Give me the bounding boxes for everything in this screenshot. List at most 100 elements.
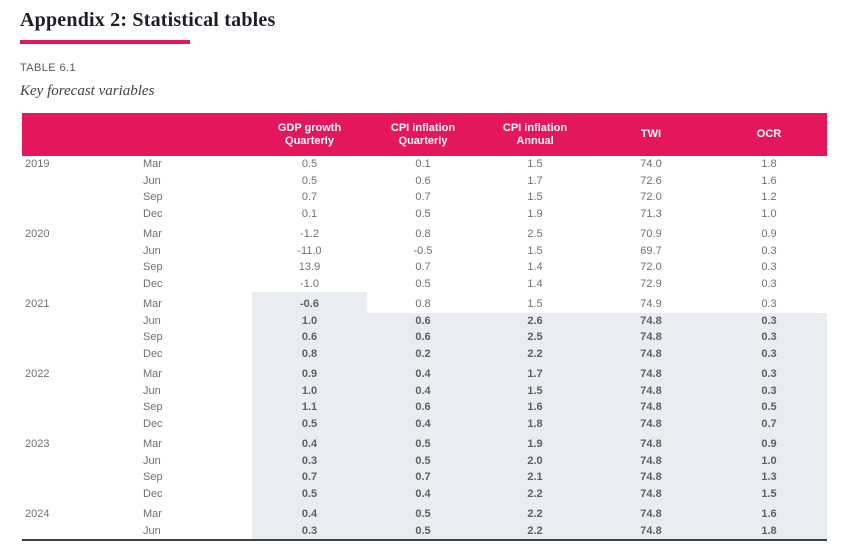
table-number-label: TABLE 6.1 bbox=[20, 62, 76, 74]
month-label: Dec bbox=[143, 417, 163, 430]
table-row: Jun 0.5 0.6 1.7 72.6 1.6 bbox=[22, 173, 827, 190]
cell-gdp: 0.7 bbox=[252, 469, 367, 486]
month-label: Dec bbox=[143, 277, 163, 290]
cell-cpi-quarterly: 0.8 bbox=[415, 228, 431, 240]
cell-cpi-annual: 1.6 bbox=[479, 399, 591, 416]
table-row: 2023 Mar 0.4 0.5 1.9 74.8 0.9 bbox=[22, 432, 827, 453]
cell-cpi-annual: 1.7 bbox=[479, 362, 591, 383]
cell-ocr: 0.3 bbox=[761, 244, 777, 257]
cell-gdp: 0.7 bbox=[301, 191, 318, 203]
cell-gdp: -0.6 bbox=[252, 292, 367, 313]
month-label: Sep bbox=[143, 331, 163, 343]
cell-cpi-quarterly: 0.4 bbox=[367, 362, 479, 383]
cell-twi: 74.8 bbox=[591, 485, 711, 502]
table-row: Jun 1.0 0.6 2.6 74.8 0.3 bbox=[22, 312, 827, 329]
cell-twi: 70.9 bbox=[640, 228, 662, 240]
cell-gdp: 0.8 bbox=[252, 345, 367, 362]
cell-cpi-quarterly: 0.4 bbox=[367, 382, 479, 399]
cell-cpi-annual: 2.1 bbox=[479, 469, 591, 486]
cell-cpi-annual: 1.5 bbox=[527, 158, 543, 170]
table-row: Jun 0.3 0.5 2.0 74.8 1.0 bbox=[22, 452, 827, 469]
table-row: 2020 Mar -1.2 0.8 2.5 70.9 0.9 bbox=[22, 222, 827, 243]
table-row: Jun -11.0 -0.5 1.5 69.7 0.3 bbox=[22, 243, 827, 260]
table-header: GDP growth Quarterly CPI inflation Quart… bbox=[22, 113, 827, 156]
cell-cpi-quarterly: 0.4 bbox=[367, 415, 479, 432]
cell-cpi-annual: 1.9 bbox=[479, 432, 591, 453]
month-label: Mar bbox=[143, 228, 162, 240]
cell-ocr: 0.3 bbox=[711, 329, 827, 346]
cell-gdp: 0.9 bbox=[252, 362, 367, 383]
month-label: Sep bbox=[143, 191, 163, 203]
month-label: Mar bbox=[143, 438, 162, 450]
cell-cpi-quarterly: 0.5 bbox=[367, 522, 479, 540]
cell-cpi-annual: 1.5 bbox=[527, 298, 543, 310]
cell-twi: 74.8 bbox=[591, 469, 711, 486]
cell-cpi-annual: 2.2 bbox=[479, 502, 591, 523]
cell-cpi-quarterly: 0.4 bbox=[367, 485, 479, 502]
cell-cpi-annual: 1.4 bbox=[527, 261, 543, 273]
cell-twi: 74.8 bbox=[591, 362, 711, 383]
cell-cpi-annual: 2.2 bbox=[479, 485, 591, 502]
month-label: Mar bbox=[143, 508, 162, 520]
cell-gdp: 0.4 bbox=[252, 502, 367, 523]
cell-cpi-quarterly: 0.6 bbox=[367, 312, 479, 329]
table-row: Sep 0.7 0.7 2.1 74.8 1.3 bbox=[22, 469, 827, 486]
cell-cpi-quarterly: 0.7 bbox=[367, 469, 479, 486]
cell-ocr: 1.0 bbox=[711, 452, 827, 469]
month-label: Jun bbox=[143, 174, 161, 187]
cell-gdp: -11.0 bbox=[297, 244, 322, 257]
cell-ocr: 0.9 bbox=[711, 432, 827, 453]
table-row: Sep 1.1 0.6 1.6 74.8 0.5 bbox=[22, 399, 827, 416]
cell-gdp: 0.3 bbox=[252, 452, 367, 469]
year-label: 2024 bbox=[25, 508, 50, 520]
header-month-spacer bbox=[140, 113, 252, 156]
cell-cpi-quarterly: -0.5 bbox=[413, 244, 433, 257]
cell-cpi-quarterly: 0.7 bbox=[415, 261, 431, 273]
cell-twi: 74.9 bbox=[640, 298, 662, 310]
cell-gdp: -1.0 bbox=[300, 277, 319, 290]
cell-ocr: 1.6 bbox=[711, 502, 827, 523]
cell-cpi-annual: 2.0 bbox=[479, 452, 591, 469]
header-cpi-quarterly: CPI inflation Quarterly bbox=[367, 113, 479, 156]
forecast-table: GDP growth Quarterly CPI inflation Quart… bbox=[22, 113, 827, 541]
cell-gdp: 0.3 bbox=[252, 522, 367, 540]
month-label: Sep bbox=[143, 401, 163, 413]
cell-ocr: 0.7 bbox=[711, 415, 827, 432]
year-label: 2023 bbox=[25, 438, 50, 450]
header-twi: TWI bbox=[591, 113, 711, 156]
header-year-spacer bbox=[22, 113, 140, 156]
cell-twi: 74.0 bbox=[640, 158, 662, 170]
cell-ocr: 0.3 bbox=[761, 277, 777, 290]
cell-cpi-quarterly: 0.7 bbox=[415, 191, 431, 203]
table-row: Dec 0.8 0.2 2.2 74.8 0.3 bbox=[22, 345, 827, 362]
cell-cpi-annual: 2.5 bbox=[527, 228, 543, 240]
cell-twi: 74.8 bbox=[591, 399, 711, 416]
table-row: Sep 0.7 0.7 1.5 72.0 1.2 bbox=[22, 189, 827, 206]
cell-gdp: 0.5 bbox=[301, 174, 318, 187]
cell-ocr: 0.3 bbox=[761, 261, 777, 273]
cell-twi: 69.7 bbox=[640, 244, 662, 257]
cell-gdp: 0.1 bbox=[301, 207, 318, 220]
month-label: Dec bbox=[143, 347, 163, 360]
cell-twi: 74.8 bbox=[591, 312, 711, 329]
title-accent-rule bbox=[20, 40, 190, 44]
cell-cpi-quarterly: 0.6 bbox=[415, 174, 431, 187]
cell-ocr: 1.5 bbox=[711, 485, 827, 502]
cell-gdp: 1.0 bbox=[252, 312, 367, 329]
cell-twi: 74.8 bbox=[591, 329, 711, 346]
cell-cpi-quarterly: 0.5 bbox=[415, 277, 431, 290]
month-label: Jun bbox=[143, 244, 161, 257]
cell-cpi-quarterly: 0.6 bbox=[367, 329, 479, 346]
year-label: 2022 bbox=[25, 368, 50, 380]
cell-cpi-quarterly: 0.2 bbox=[367, 345, 479, 362]
cell-cpi-quarterly: 0.5 bbox=[367, 502, 479, 523]
month-label: Sep bbox=[143, 261, 163, 273]
header-cpi-annual: CPI inflation Annual bbox=[479, 113, 591, 156]
month-label: Jun bbox=[143, 384, 161, 397]
cell-cpi-quarterly: 0.6 bbox=[367, 399, 479, 416]
table-row: Dec 0.5 0.4 2.2 74.8 1.5 bbox=[22, 485, 827, 502]
cell-cpi-annual: 2.2 bbox=[479, 345, 591, 362]
cell-cpi-annual: 1.5 bbox=[527, 191, 543, 203]
cell-ocr: 0.3 bbox=[711, 312, 827, 329]
cell-gdp: 0.5 bbox=[301, 158, 318, 170]
